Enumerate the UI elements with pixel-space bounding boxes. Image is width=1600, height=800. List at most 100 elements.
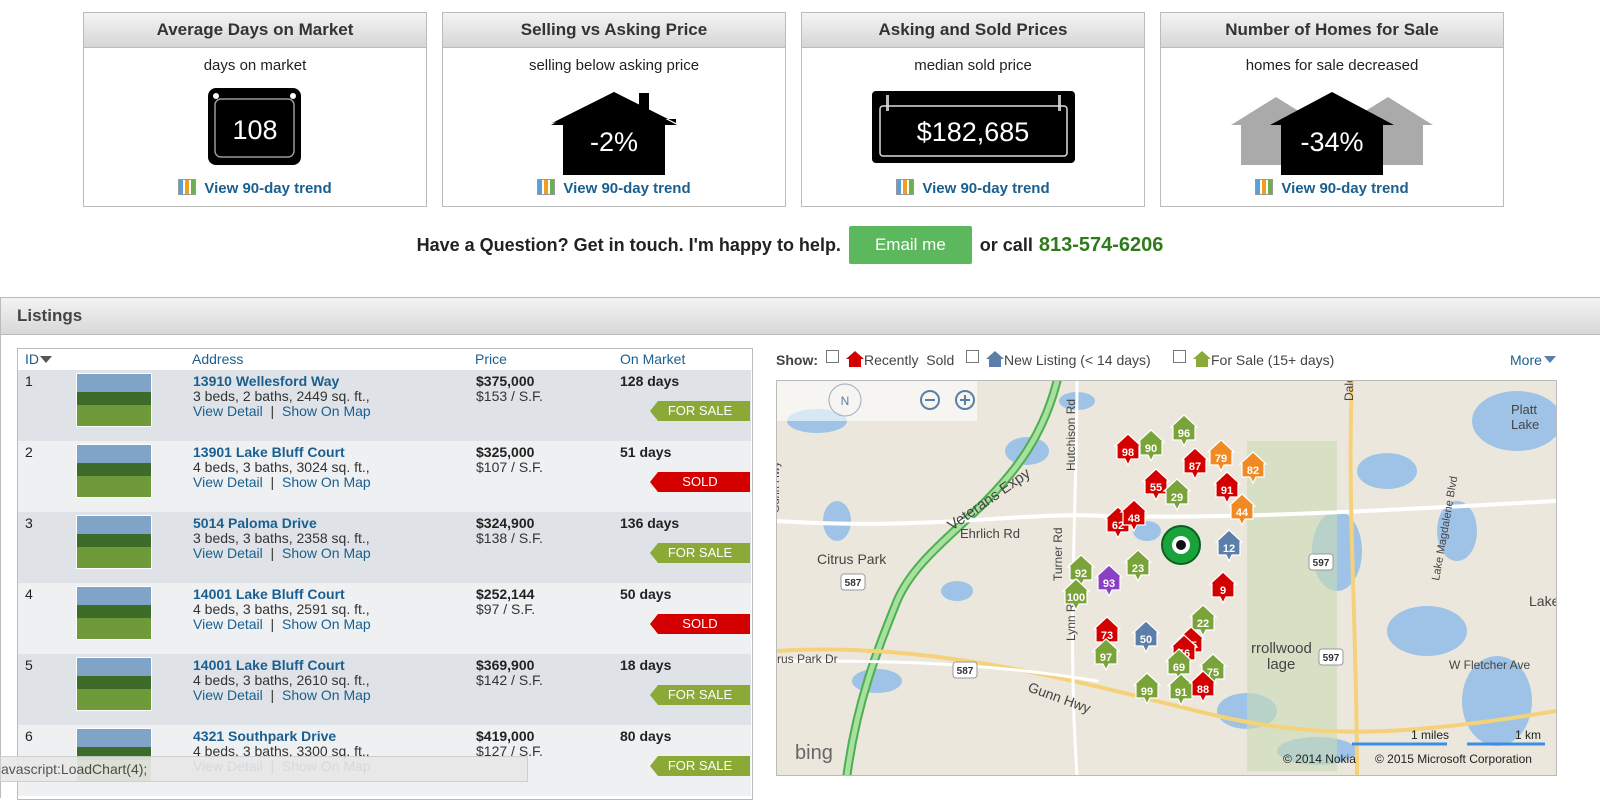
stat-card: Selling vs Asking Price selling below as… bbox=[442, 12, 786, 207]
house-icon: -2% bbox=[551, 92, 677, 175]
listing-pin bbox=[1169, 414, 1199, 448]
trend-link[interactable]: View 90-day trend bbox=[84, 179, 426, 197]
status-tag: SOLD bbox=[650, 614, 750, 634]
stat-title: Selling vs Asking Price bbox=[443, 13, 785, 48]
filter-icon bbox=[986, 351, 1004, 367]
price: $252,144 bbox=[476, 586, 535, 602]
road-shield bbox=[1318, 648, 1344, 666]
pin-label: 69 bbox=[1173, 662, 1185, 674]
view-detail[interactable]: View Detail bbox=[193, 687, 263, 703]
column-header[interactable]: Address bbox=[192, 351, 244, 367]
address[interactable]: 14001 Lake Bluff Court bbox=[193, 657, 345, 673]
pin-label: 82 bbox=[1247, 465, 1259, 477]
filter-label[interactable]: New Listing (< 14 days) bbox=[1004, 352, 1151, 368]
days-on-market: 18 days bbox=[620, 657, 672, 673]
status-tag: FOR SALE bbox=[650, 756, 750, 776]
links: View Detail | Show On Map bbox=[193, 616, 371, 632]
more-link[interactable]: More bbox=[1510, 352, 1542, 368]
road-label: Citrus Park bbox=[817, 551, 887, 567]
road-label: lage bbox=[1267, 656, 1295, 673]
stat-subtitle: median sold price bbox=[914, 57, 1032, 74]
listing-pin bbox=[1227, 493, 1257, 527]
status-tag: SOLD bbox=[650, 472, 750, 492]
days-on-market: 136 days bbox=[620, 515, 680, 531]
trend-link[interactable]: View 90-day trend bbox=[802, 179, 1144, 197]
listing-pin bbox=[1131, 620, 1161, 654]
pin-label: 75 bbox=[1207, 667, 1219, 679]
details: 4 beds, 3 baths, 2610 sq. ft., bbox=[193, 672, 370, 688]
road-shield bbox=[840, 573, 866, 591]
details: 3 beds, 3 baths, 2358 sq. ft., bbox=[193, 530, 370, 546]
stat-title: Number of Homes for Sale bbox=[1161, 13, 1503, 48]
price: $419,000 bbox=[476, 728, 535, 744]
pin-label: 92 bbox=[1075, 568, 1087, 580]
price-per-sqft: $153 / S.F. bbox=[476, 388, 543, 404]
view-detail[interactable]: View Detail bbox=[193, 403, 263, 419]
pin-label: 91 bbox=[1175, 687, 1187, 699]
pin-label: 99 bbox=[1141, 686, 1153, 698]
pin-label: 90 bbox=[1145, 443, 1157, 455]
road-shield bbox=[952, 661, 978, 679]
checkbox[interactable] bbox=[826, 350, 839, 363]
stat-title: Average Days on Market bbox=[84, 13, 426, 48]
road-label: Lake bbox=[1511, 417, 1539, 432]
shield-label: 587 bbox=[957, 666, 974, 677]
days-on-market: 128 days bbox=[620, 373, 680, 389]
view-detail[interactable]: View Detail bbox=[193, 474, 263, 490]
road-label: rus Park Dr bbox=[777, 652, 838, 666]
listing-pin bbox=[1206, 439, 1236, 473]
pin-label: 98 bbox=[1122, 447, 1134, 459]
pin-label: 93 bbox=[1103, 578, 1115, 590]
listing-row: 5 14001 Lake Bluff Court 4 beds, 3 baths, … bbox=[18, 654, 751, 725]
address[interactable]: 5014 Paloma Drive bbox=[193, 515, 317, 531]
price: $375,000 bbox=[476, 373, 535, 389]
attribution: © 2015 Microsoft Corporation bbox=[1375, 752, 1532, 766]
more-arrow bbox=[1544, 356, 1556, 363]
checkbox[interactable] bbox=[966, 350, 979, 363]
address[interactable]: 4321 Southpark Drive bbox=[193, 728, 337, 744]
address[interactable]: 13910 Wellesford Way bbox=[193, 373, 340, 389]
show-label: Show: bbox=[776, 352, 818, 368]
pin-label: 23 bbox=[1132, 563, 1144, 575]
pin-label: 44 bbox=[1236, 507, 1249, 519]
column-header[interactable]: Price bbox=[475, 351, 507, 367]
column-header[interactable]: On Market bbox=[620, 351, 686, 367]
listing-row: 1 13910 Wellesford Way 3 beds, 2 baths, 24… bbox=[18, 370, 751, 441]
pin-label: 50 bbox=[1140, 634, 1152, 646]
listing-pin bbox=[1162, 478, 1192, 512]
filter-label[interactable]: For Sale (15+ days) bbox=[1211, 352, 1335, 368]
contact-row: Have a Question? Get in touch. I'm happy… bbox=[0, 226, 1600, 264]
stat-card: Number of Homes for Sale homes for sale … bbox=[1160, 12, 1504, 207]
show-on-map[interactable]: Show On Map bbox=[281, 545, 371, 561]
checkbox[interactable] bbox=[1173, 350, 1186, 363]
view-detail[interactable]: View Detail bbox=[193, 616, 263, 632]
listing-pin bbox=[1208, 571, 1238, 605]
column-header[interactable]: ID bbox=[25, 351, 39, 367]
show-on-map[interactable]: Show On Map bbox=[281, 474, 371, 490]
listings-panel: Listings bbox=[0, 297, 1600, 798]
pin-label: 100 bbox=[1067, 592, 1085, 604]
road-label: rrollwood bbox=[1251, 640, 1312, 657]
address[interactable]: 13901 Lake Bluff Court bbox=[193, 444, 345, 460]
road-label: W Fletcher Ave bbox=[1449, 658, 1530, 672]
show-on-map[interactable]: Show On Map bbox=[281, 616, 371, 632]
show-on-map[interactable]: Show On Map bbox=[281, 403, 371, 419]
road-label: Gunn Hwy bbox=[776, 461, 782, 513]
road-label: Lake bbox=[1529, 593, 1557, 609]
trend-link[interactable]: View 90-day trend bbox=[1161, 179, 1503, 197]
listing-pin bbox=[1188, 604, 1218, 638]
address[interactable]: 14001 Lake Bluff Court bbox=[193, 586, 345, 602]
stat-subtitle: homes for sale decreased bbox=[1245, 57, 1419, 74]
calendar-icon: 108 bbox=[208, 88, 301, 165]
trend-link[interactable]: View 90-day trend bbox=[443, 179, 785, 197]
filter-label[interactable]: Recently Sold bbox=[864, 352, 955, 368]
filter-icon bbox=[1193, 351, 1211, 367]
view-detail[interactable]: View Detail bbox=[193, 545, 263, 561]
stat-value: $182,685 bbox=[917, 117, 1030, 147]
email-button[interactable]: Email me bbox=[848, 226, 972, 264]
show-on-map[interactable]: Show On Map bbox=[281, 687, 371, 703]
listing-pin bbox=[1180, 447, 1210, 481]
separator: | bbox=[262, 687, 282, 703]
